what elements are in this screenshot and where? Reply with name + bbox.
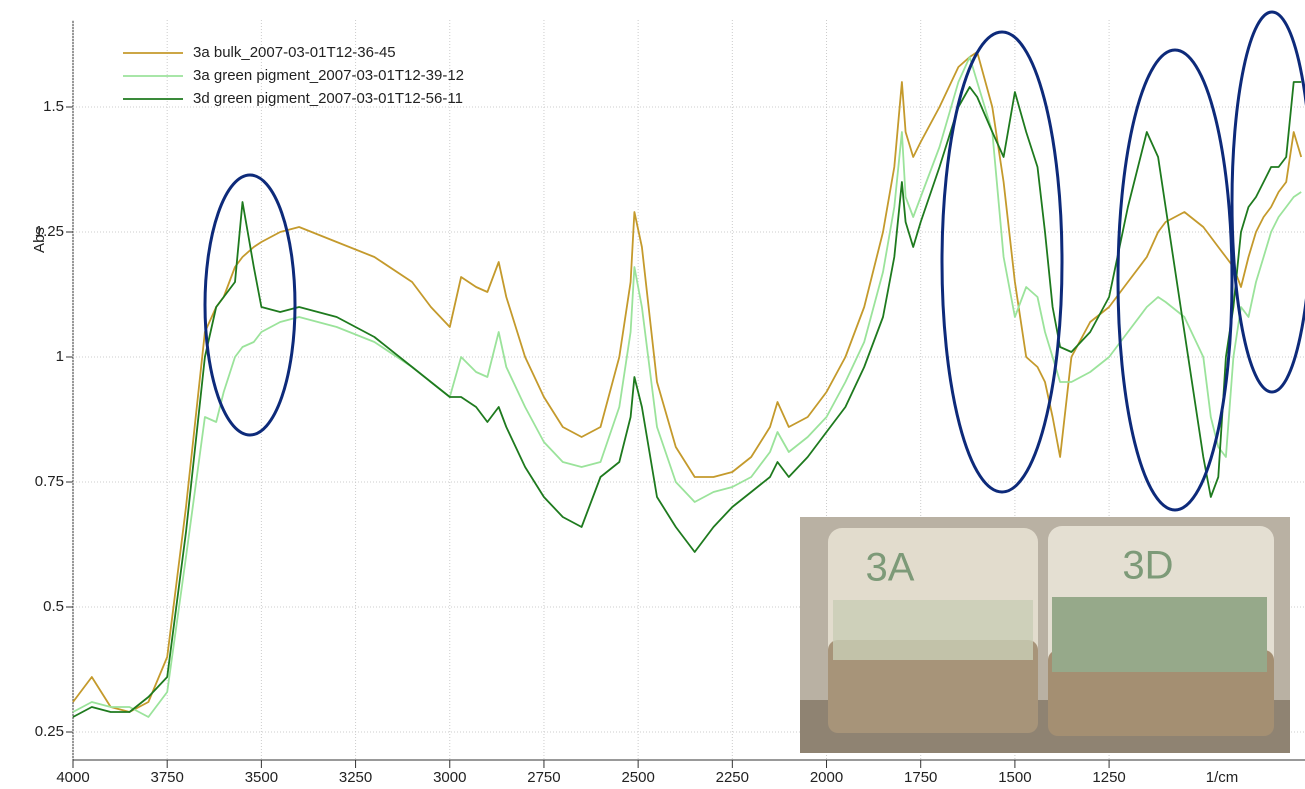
x-tick-label: 3750 bbox=[151, 769, 184, 786]
x-tick-label: 3000 bbox=[433, 769, 466, 786]
x-tick-label: 3250 bbox=[339, 769, 372, 786]
y-tick-label: 1.5 bbox=[43, 98, 64, 115]
block-3a-pigment bbox=[833, 600, 1033, 660]
x-tick-label: 1750 bbox=[904, 769, 937, 786]
x-tick-label: 2000 bbox=[810, 769, 843, 786]
x-tick-label: 1500 bbox=[998, 769, 1031, 786]
x-axis-label: 1/cm bbox=[1206, 769, 1239, 786]
legend-label: 3d green pigment_2007-03-01T12-56-11 bbox=[193, 90, 463, 107]
x-tick-label: 2750 bbox=[527, 769, 560, 786]
photo-label: 3D bbox=[1122, 544, 1173, 588]
highlight-ellipse bbox=[942, 32, 1062, 492]
legend-label: 3a green pigment_2007-03-01T12-39-12 bbox=[193, 67, 464, 84]
y-tick-label: 0.25 bbox=[35, 723, 64, 740]
chart: Abs 1/cm 0.250.50.7511.251.5400037503500… bbox=[0, 0, 1305, 789]
x-tick-label: 3500 bbox=[245, 769, 278, 786]
x-tick-label: 2500 bbox=[621, 769, 654, 786]
photo-inset: 3A 3D bbox=[800, 517, 1290, 753]
y-tick-label: 0.75 bbox=[35, 473, 64, 490]
annotations bbox=[205, 12, 1305, 510]
y-tick-label: 1.25 bbox=[35, 223, 64, 240]
block-3d-pigment bbox=[1052, 597, 1267, 672]
y-tick-label: 1 bbox=[56, 348, 64, 365]
highlight-ellipse bbox=[1232, 12, 1305, 392]
x-tick-label: 4000 bbox=[56, 769, 89, 786]
photo-label: 3A bbox=[866, 546, 915, 590]
x-tick-label: 1250 bbox=[1092, 769, 1125, 786]
y-tick-label: 0.5 bbox=[43, 598, 64, 615]
x-tick-label: 2250 bbox=[716, 769, 749, 786]
legend-label: 3a bulk_2007-03-01T12-36-45 bbox=[193, 44, 396, 61]
highlight-ellipse bbox=[1118, 50, 1232, 510]
